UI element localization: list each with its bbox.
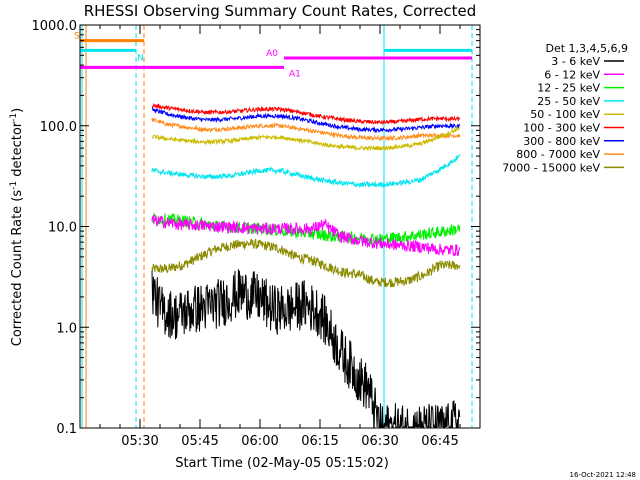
legend-label: 6 - 12 keV (544, 68, 600, 81)
y-label-sup2: -1 (9, 113, 19, 122)
y-label-mid: detector (10, 121, 25, 181)
y-axis: 1000.0 100.0 10.0 1.0 0.1 (32, 19, 480, 437)
x-axis: 05:30 05:45 06:00 06:15 06:30 06:45 (79, 25, 481, 449)
series-line (151, 238, 461, 288)
legend-label: 7000 - 15000 keV (502, 161, 600, 174)
chart-title: RHESSI Observing Summary Count Rates, Co… (84, 2, 477, 20)
y-tick-label: 10.0 (48, 221, 77, 236)
x-tick-label: 05:30 (121, 434, 158, 449)
plot-content: S N A0 A1 (74, 25, 473, 428)
x-tick-label: 06:45 (421, 434, 458, 449)
legend-label: 25 - 50 keV (537, 95, 600, 108)
series-line (151, 106, 461, 134)
series-line (151, 103, 461, 126)
series-line (151, 117, 461, 142)
y-tick-label: 1.0 (56, 321, 77, 336)
y-tick-label: 1000.0 (32, 19, 78, 34)
legend-label: 12 - 25 keV (537, 82, 600, 95)
state-bar-label: N (137, 53, 144, 63)
x-tick-label: 06:30 (361, 434, 398, 449)
state-bar-label: A1 (289, 69, 301, 79)
state-bar-label: S (74, 32, 80, 42)
legend-title: Det 1,3,4,5,6,9 (545, 42, 628, 55)
series-line (151, 215, 461, 257)
x-tick-label: 06:15 (301, 434, 338, 449)
legend-label: 100 - 300 keV (523, 122, 600, 135)
y-label-sup1: -1 (9, 181, 19, 190)
timestamp: 16-Oct-2021 12:48 (570, 471, 636, 479)
legend-label: 800 - 7000 keV (516, 148, 600, 161)
y-tick-label: 100.0 (40, 120, 77, 135)
legend-label: 50 - 100 keV (530, 108, 600, 121)
series-line (151, 125, 461, 152)
y-tick-label: 0.1 (56, 422, 77, 437)
x-axis-label: Start Time (02-May-05 05:15:02) (175, 456, 389, 471)
x-tick-label: 06:00 (241, 434, 278, 449)
series-line (151, 269, 461, 428)
y-axis-label: Corrected Count Rate (s-1 detector-1) (9, 108, 25, 346)
y-label-end: ) (10, 108, 25, 113)
x-tick-label: 05:45 (181, 434, 218, 449)
legend-label: 300 - 800 keV (523, 135, 600, 148)
y-label-main: Corrected Count Rate (s (10, 190, 25, 347)
legend-label: 3 - 6 keV (551, 55, 600, 68)
state-bar-label: A0 (266, 49, 278, 59)
series-line (151, 154, 461, 189)
